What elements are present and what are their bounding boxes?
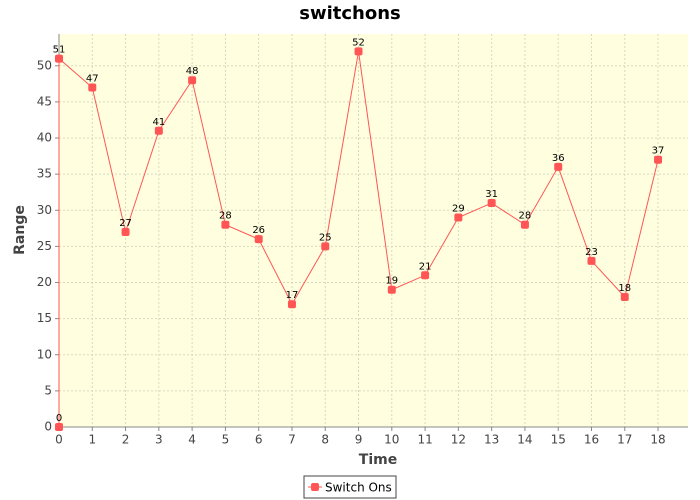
y-tick-label: 45 (37, 94, 52, 108)
x-tick-label: 4 (188, 433, 196, 447)
legend-box (303, 475, 397, 499)
data-label: 36 (552, 153, 565, 164)
data-label: 28 (519, 211, 532, 222)
point (587, 256, 596, 265)
point (354, 47, 363, 56)
point (554, 162, 563, 171)
legend-label: Switch Ons (325, 481, 392, 495)
y-tick-label: 15 (37, 311, 52, 325)
data-label: 21 (419, 261, 432, 272)
data-label: 25 (319, 232, 332, 243)
x-tick-label: 18 (650, 433, 665, 447)
legend-marker (311, 483, 319, 491)
data-label: 23 (585, 247, 598, 258)
chart-title: switchons (299, 3, 401, 24)
point (387, 285, 396, 294)
series-line (58, 51, 659, 427)
x-tick-label: 17 (617, 433, 632, 447)
data-label: 52 (352, 37, 365, 48)
point (321, 242, 330, 251)
data-label: 17 (286, 290, 299, 301)
x-tick-label: 1 (88, 433, 96, 447)
x-tick-label: 0 (55, 433, 63, 447)
y-tick-label: 5 (44, 383, 52, 397)
x-tick-label: 9 (355, 433, 363, 447)
point (421, 271, 430, 280)
y-tick-label: 0 (44, 420, 52, 434)
data-label: 27 (119, 218, 132, 229)
y-tick-label: 40 (37, 131, 52, 145)
x-tick-label: 15 (551, 433, 566, 447)
data-label: 41 (152, 117, 165, 128)
point (654, 155, 663, 164)
data-label: 51 (53, 45, 66, 56)
x-tick-label: 3 (155, 433, 163, 447)
x-tick-label: 16 (584, 433, 599, 447)
data-label: 29 (452, 203, 465, 214)
data-label: 28 (219, 211, 232, 222)
data-label: 31 (485, 189, 498, 200)
x-tick-label: 14 (517, 433, 532, 447)
y-tick-label: 25 (37, 239, 52, 253)
point (487, 199, 496, 208)
x-tick-label: 7 (288, 433, 296, 447)
data-label: 18 (618, 283, 631, 294)
x-tick-label: 11 (417, 433, 432, 447)
y-tick-label: 50 (37, 58, 52, 72)
y-axis-label: Range (12, 205, 28, 255)
x-axis-label: Time (359, 452, 397, 468)
y-tick-label: 10 (37, 347, 52, 361)
point (154, 126, 163, 135)
x-tick-label: 10 (384, 433, 399, 447)
x-tick-label: 8 (321, 433, 329, 447)
data-label: 48 (186, 66, 199, 77)
data-label: 19 (385, 276, 398, 287)
plot-area (59, 34, 688, 427)
data-label: 0 (56, 413, 62, 424)
y-tick-label: 20 (37, 275, 52, 289)
point (520, 220, 529, 229)
x-tick-label: 5 (222, 433, 230, 447)
point (188, 76, 197, 85)
point (88, 83, 97, 92)
point (55, 54, 63, 63)
data-label: 26 (252, 225, 265, 236)
point (454, 213, 463, 222)
x-tick-label: 6 (255, 433, 263, 447)
x-tick-label: 12 (451, 433, 466, 447)
point (254, 235, 263, 244)
point (287, 300, 296, 309)
y-tick-label: 30 (37, 203, 52, 217)
point (620, 292, 629, 301)
y-tick-label: 35 (37, 167, 52, 181)
point (121, 227, 130, 236)
x-tick-label: 13 (484, 433, 499, 447)
data-label: 47 (86, 73, 99, 84)
point (221, 220, 230, 229)
point (55, 423, 63, 431)
x-tick-label: 2 (122, 433, 130, 447)
data-label: 37 (652, 146, 665, 157)
